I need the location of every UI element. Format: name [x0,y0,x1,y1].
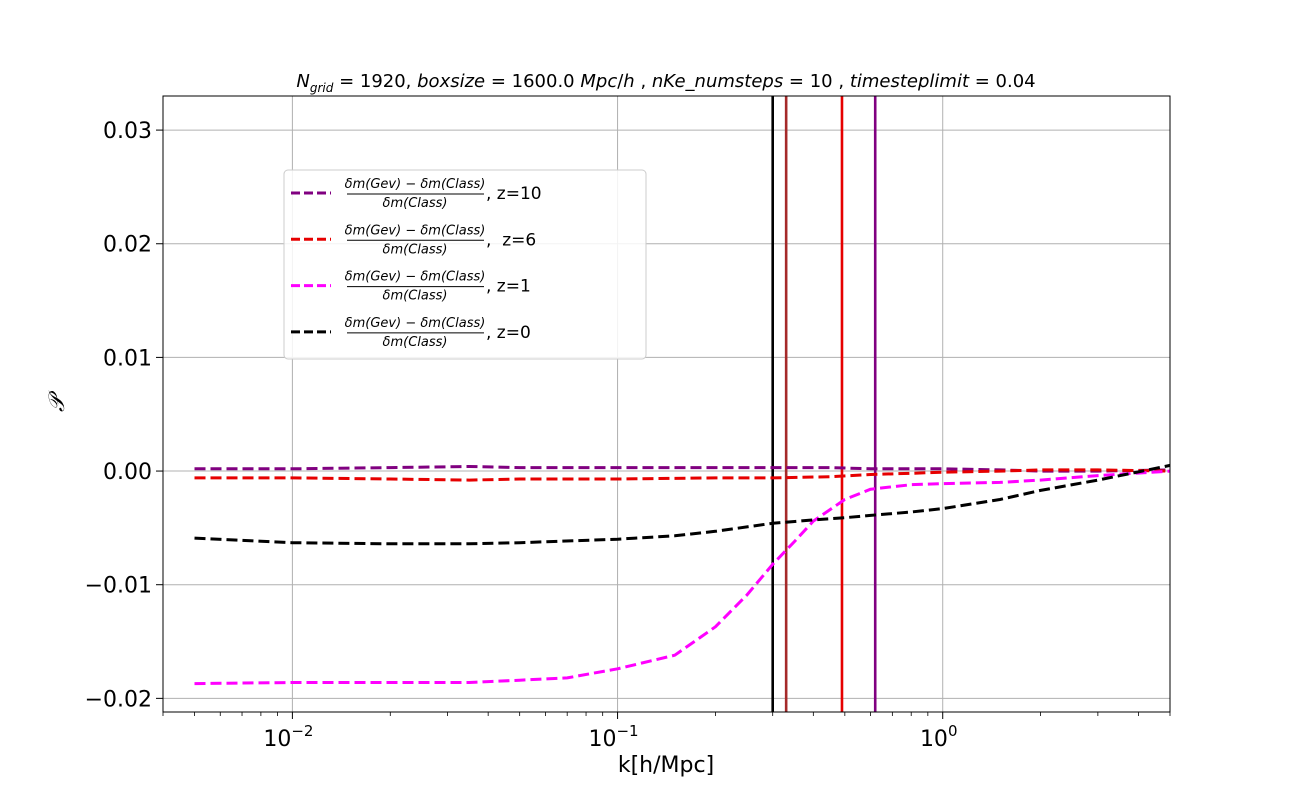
y-tick-label: 0.02 [103,233,152,258]
legend: δm(Gev) − δm(Class)δm(Class), z=10δm(Gev… [283,169,647,360]
series-line-z6 [194,468,1171,482]
legend-label: , z=1 [486,277,531,297]
series-layer [194,463,1171,686]
x-axis-label: k[h/Mpc] [618,753,714,778]
legend-label: , z=0 [486,323,531,343]
chart-title: Ngrid = 1920, boxsize = 1600.0 Mpc/h , n… [296,71,1035,95]
y-tick-label: 0.03 [103,119,152,144]
series-line-z0 [194,463,1171,546]
legend-label: , z=10 [486,184,542,204]
plot-frame [162,95,1171,713]
x-tick-label: 100 [920,722,958,752]
legend-fraction-numerator: δm(Gev) − δm(Class) [345,316,486,331]
x-tick-label: 10−1 [588,722,638,752]
y-tick-label: −0.02 [85,687,152,712]
legend-fraction-numerator: δm(Gev) − δm(Class) [345,177,486,192]
y-tick-label: 0.00 [103,460,152,485]
y-axis-ticks: −0.02 −0.01 0.00 0.01 0.02 0.03 [85,119,163,712]
x-axis-ticks: 10−2 10−1 100 [162,712,1171,752]
x-tick-label: 10−2 [263,722,313,752]
series-line-z1 [194,469,1171,686]
legend-label: , z=6 [486,230,536,250]
legend-fraction-denominator: δm(Class) [383,289,448,304]
y-tick-label: 0.01 [103,346,152,371]
legend-fraction-denominator: δm(Class) [383,335,448,350]
legend-fraction-numerator: δm(Gev) − δm(Class) [345,223,486,238]
legend-fraction-numerator: δm(Gev) − δm(Class) [345,270,486,285]
legend-box [283,169,647,360]
y-tick-label: −0.01 [85,574,152,599]
vertical-reference-lines [771,96,877,712]
legend-fraction-denominator: δm(Class) [383,242,448,257]
legend-fraction-denominator: δm(Class) [383,196,448,211]
